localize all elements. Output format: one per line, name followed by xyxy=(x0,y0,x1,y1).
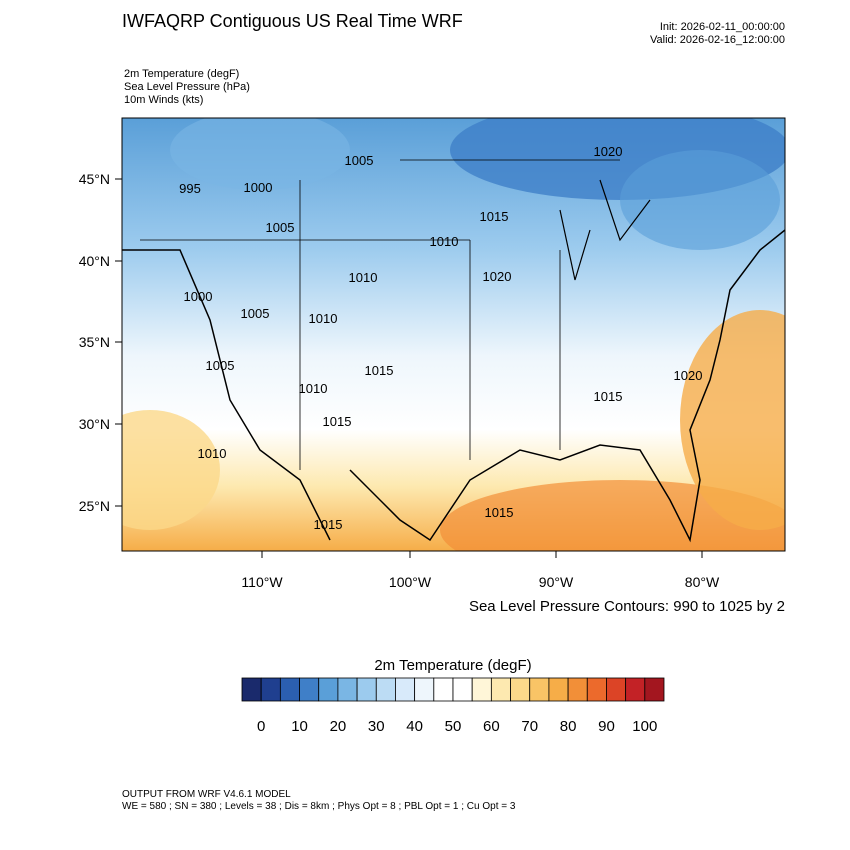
lat-label: 40°N xyxy=(79,253,110,269)
valid-time: Valid: 2026-02-16_12:00:00 xyxy=(650,34,785,46)
title: IWFAQRP Contiguous US Real Time WRF xyxy=(122,11,463,31)
colorbar-box xyxy=(375,677,396,702)
pressure-label: 1010 xyxy=(198,446,227,461)
colorbar-box xyxy=(586,677,607,702)
colorbar-label: 60 xyxy=(483,718,500,735)
init-time: Init: 2026-02-11_00:00:00 xyxy=(660,21,785,33)
colorbar-label: 0 xyxy=(257,718,265,735)
colorbar-box xyxy=(318,677,339,702)
map-frame xyxy=(121,117,786,552)
colorbar-box xyxy=(279,677,300,702)
colorbar-box xyxy=(299,677,320,702)
pressure-label: 1010 xyxy=(309,311,338,326)
pressure-label: 1005 xyxy=(345,153,374,168)
pressure-label: 1020 xyxy=(674,368,703,383)
field-label: 2m Temperature (degF) xyxy=(124,68,239,80)
contour-note: Sea Level Pressure Contours: 990 to 1025… xyxy=(469,598,785,615)
lon-label: 110°W xyxy=(241,574,283,590)
lat-label: 30°N xyxy=(79,416,110,432)
field-label: 10m Winds (kts) xyxy=(124,94,203,106)
colorbar-label: 40 xyxy=(406,718,423,735)
colorbar-box xyxy=(260,677,281,702)
pressure-label: 1010 xyxy=(430,234,459,249)
colorbar-box xyxy=(625,677,646,702)
pressure-label: 1015 xyxy=(485,505,514,520)
colorbar-box xyxy=(433,677,454,702)
colorbar-box xyxy=(606,677,627,702)
map xyxy=(122,118,785,551)
lon-label: 80°W xyxy=(685,574,720,590)
lat-label: 35°N xyxy=(79,334,110,350)
colorbar-label: 10 xyxy=(291,718,308,735)
pressure-label: 1015 xyxy=(480,209,509,224)
footer: WE = 580 ; SN = 380 ; Levels = 38 ; Dis … xyxy=(122,801,516,812)
pressure-label: 995 xyxy=(179,181,201,196)
colorbar-box xyxy=(644,677,665,702)
colorbar-label: 20 xyxy=(330,718,347,735)
lat-label: 25°N xyxy=(79,498,110,514)
colorbar-box xyxy=(414,677,435,702)
pressure-label: 1015 xyxy=(365,363,394,378)
colorbar-box xyxy=(452,677,473,702)
colorbar-box xyxy=(471,677,492,702)
pressure-label: 1010 xyxy=(299,381,328,396)
colorbar-box xyxy=(567,677,588,702)
pressure-label: 1020 xyxy=(594,144,623,159)
colorbar-title: 2m Temperature (degF) xyxy=(374,657,531,674)
pressure-label: 1020 xyxy=(483,269,512,284)
pressure-label: 1005 xyxy=(206,358,235,373)
colorbar-label: 80 xyxy=(560,718,577,735)
pressure-label: 1005 xyxy=(266,220,295,235)
pressure-label: 1000 xyxy=(184,289,213,304)
pressure-label: 1000 xyxy=(244,180,273,195)
lon-label: 100°W xyxy=(389,574,432,590)
lon-label: 90°W xyxy=(539,574,574,590)
pressure-label: 1015 xyxy=(323,414,352,429)
footer: OUTPUT FROM WRF V4.6.1 MODEL xyxy=(122,789,291,800)
colorbar-label: 70 xyxy=(521,718,538,735)
colorbar-label: 50 xyxy=(445,718,462,735)
pressure-label: 1015 xyxy=(314,517,343,532)
field-label: Sea Level Pressure (hPa) xyxy=(124,81,250,93)
colorbar-box xyxy=(510,677,531,702)
colorbar-label: 100 xyxy=(632,718,657,735)
pressure-label: 1010 xyxy=(349,270,378,285)
colorbar-box xyxy=(490,677,511,702)
pressure-label: 1005 xyxy=(241,306,270,321)
colorbar-box xyxy=(395,677,416,702)
colorbar-label: 30 xyxy=(368,718,385,735)
colorbar-box xyxy=(356,677,377,702)
colorbar-box xyxy=(529,677,550,702)
pressure-label: 1015 xyxy=(594,389,623,404)
lat-label: 45°N xyxy=(79,171,110,187)
colorbar-box xyxy=(548,677,569,702)
colorbar-label: 90 xyxy=(598,718,615,735)
colorbar-box xyxy=(241,677,262,702)
colorbar-box xyxy=(337,677,358,702)
